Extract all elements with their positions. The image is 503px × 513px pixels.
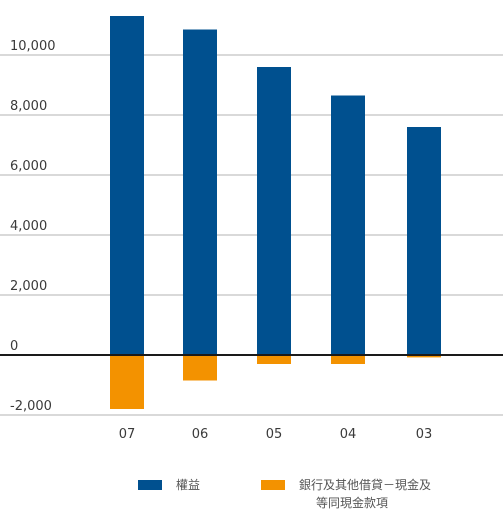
legend-item-borrowings: 銀行及其他借貸－現金及 等同現金款項 — [261, 476, 431, 512]
legend: 權益 銀行及其他借貸－現金及 等同現金款項 — [0, 468, 503, 513]
y-tick-label-2: 2,000 — [10, 279, 47, 294]
legend-swatch-borrowings — [261, 480, 285, 490]
bar-equity-05 — [257, 67, 291, 355]
x-tick-label-06: 06 — [192, 427, 209, 442]
bar-borrowings-03 — [407, 355, 441, 358]
chart: -2,000 0 2,000 4,000 6,000 8,000 10,000 07 06 05 0… — [0, 16, 503, 442]
x-tick-label-03: 03 — [416, 427, 433, 442]
bar-borrowings-07 — [110, 355, 144, 409]
y-tick-label-6: 10,000 — [10, 39, 56, 54]
bar-equity-06 — [183, 29, 217, 355]
legend-label-borrowings: 銀行及其他借貸－現金及 等同現金款項 — [299, 476, 431, 512]
x-tick-label-05: 05 — [266, 427, 283, 442]
bar-borrowings-06 — [183, 355, 217, 381]
bar-equity-03 — [407, 127, 441, 355]
x-tick-label-04: 04 — [340, 427, 357, 442]
y-tick-label-0: -2,000 — [10, 399, 52, 414]
legend-label-borrowings-line2: 等同現金款項 — [316, 496, 389, 510]
bar-borrowings-04 — [331, 355, 365, 364]
legend-label-equity: 權益 — [176, 478, 201, 492]
bar-equity-04 — [331, 95, 365, 355]
bar-equity-07 — [110, 16, 144, 355]
legend-swatch-equity — [138, 480, 162, 490]
legend-label-borrowings-line1: 銀行及其他借貸－現金及 — [299, 478, 432, 492]
y-tick-label-4: 6,000 — [10, 159, 47, 174]
x-tick-label-07: 07 — [119, 427, 136, 442]
legend-item-equity: 權益 — [138, 476, 200, 494]
bar-borrowings-05 — [257, 355, 291, 364]
y-tick-label-5: 8,000 — [10, 99, 47, 114]
y-tick-label-1: 0 — [10, 339, 18, 354]
y-tick-label-3: 4,000 — [10, 219, 47, 234]
